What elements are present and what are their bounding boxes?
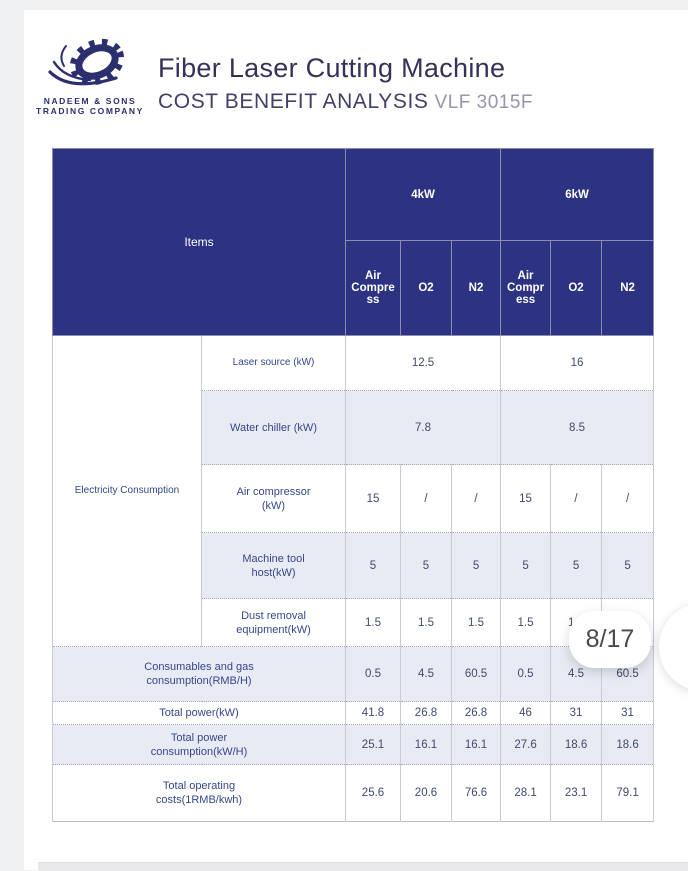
value-cell: 1.5	[500, 598, 552, 647]
document-header: Fiber Laser Cutting Machine COST BENEFIT…	[158, 52, 533, 116]
value-cell: 18.6	[550, 724, 603, 765]
value-cell: 15	[345, 464, 401, 533]
table-row: Machine tool host(kW) 5 5 5 5 5 5	[53, 532, 655, 599]
page-subtitle: COST BENEFIT ANALYSIS VLF 3015F	[158, 89, 533, 116]
value-cell: /	[550, 464, 603, 533]
value-cell: 12.5	[344, 335, 502, 391]
value-cell: 16.1	[450, 724, 502, 765]
table-row: Air compressor (kW) 15 / / 15 / /	[53, 464, 655, 533]
subcol-air-compress-4kw: Air Compress	[345, 240, 401, 336]
value-cell: 5	[345, 532, 401, 599]
value-cell: 20.6	[400, 764, 452, 822]
subcol-n2-4kw: N2	[450, 240, 502, 336]
row-label: Total power(kW)	[52, 701, 346, 725]
page-title: Fiber Laser Cutting Machine	[158, 53, 506, 83]
value-cell: 79.1	[601, 764, 655, 822]
company-logo: NADEEM & SONS TRADING COMPANY	[30, 34, 150, 116]
value-cell: 16.1	[400, 724, 452, 765]
value-cell: 5	[601, 532, 655, 599]
subtitle-text: COST BENEFIT ANALYSIS	[158, 90, 429, 113]
table-header-row-subcolumns: Air Compress O2 N2 Air Compress O2 N2	[53, 240, 655, 336]
table-row: Total power(kW) 41.8 26.8 26.8 46 31 31	[52, 701, 655, 725]
value-cell: 41.8	[345, 701, 401, 725]
company-name-line1: NADEEM & SONS	[43, 96, 137, 106]
subcol-n2-6kw: N2	[601, 240, 655, 336]
value-cell: /	[450, 464, 502, 533]
subcol-o2-6kw: O2	[550, 240, 603, 336]
value-cell: 26.8	[400, 701, 452, 725]
row-label: Air compressor (kW)	[201, 464, 346, 533]
value-cell: 16	[500, 335, 655, 391]
value-cell: 60.5	[450, 646, 502, 702]
value-cell: 0.5	[345, 646, 401, 702]
cost-benefit-table: Items 4kW 6kW Air Compress O2 N2 Air Com…	[52, 148, 655, 822]
row-label: Consumables and gas consumption(RMB/H)	[52, 646, 346, 702]
row-label: Machine tool host(kW)	[201, 532, 346, 599]
value-cell: 25.1	[345, 724, 401, 765]
row-label: Water chiller (kW)	[201, 390, 346, 465]
model-number: VLF 3015F	[434, 92, 534, 113]
table-row: Electricity Consumption Laser source (kW…	[52, 335, 655, 647]
table-row: Total power consumption(kW/H) 25.1 16.1 …	[52, 724, 655, 765]
group-header-4kw: 4kW	[344, 148, 502, 241]
value-cell: 76.6	[450, 764, 502, 822]
value-cell: 5	[400, 532, 452, 599]
value-cell: 1.5	[450, 598, 502, 647]
next-page-edge	[38, 862, 688, 871]
value-cell: 25.6	[345, 764, 401, 822]
gear-swoosh-icon	[30, 34, 150, 96]
table-row: Total operating costs(1RMB/kwh) 25.6 20.…	[52, 764, 655, 822]
value-cell: 5	[550, 532, 603, 599]
group-header-6kw: 6kW	[500, 148, 655, 241]
value-cell: 23.1	[550, 764, 603, 822]
row-label: Dust removal equipment(kW)	[201, 598, 346, 647]
row-label: Total operating costs(1RMB/kwh)	[52, 764, 346, 822]
value-cell: 5	[500, 532, 552, 599]
subcol-air-compress-6kw: Air Compress	[500, 240, 552, 336]
value-cell: /	[400, 464, 452, 533]
value-cell: /	[601, 464, 655, 533]
page-indicator-badge: 8/17	[569, 611, 651, 668]
value-cell: 4.5	[400, 646, 452, 702]
value-cell: 31	[550, 701, 603, 725]
value-cell: 8.5	[500, 390, 655, 465]
value-cell: 26.8	[450, 701, 502, 725]
value-cell: 18.6	[601, 724, 655, 765]
items-header-cell: Items	[52, 148, 346, 336]
value-cell: 1.5	[400, 598, 452, 647]
value-cell: 5	[450, 532, 502, 599]
value-cell: 28.1	[500, 764, 552, 822]
value-cell: 31	[601, 701, 655, 725]
company-name-line2: TRADING COMPANY	[36, 106, 144, 116]
value-cell: 27.6	[500, 724, 552, 765]
table-header-row-groups: Items 4kW 6kW	[52, 148, 655, 336]
value-cell: 46	[500, 701, 552, 725]
value-cell: 0.5	[500, 646, 552, 702]
subcol-o2-4kw: O2	[400, 240, 452, 336]
table-row: Water chiller (kW) 7.8 8.5	[53, 390, 655, 465]
row-label: Total power consumption(kW/H)	[52, 724, 346, 765]
table-row: Consumables and gas consumption(RMB/H) 0…	[52, 646, 655, 702]
value-cell: 1.5	[345, 598, 401, 647]
group-label-electricity: Electricity Consumption	[52, 335, 202, 647]
value-cell: 15	[500, 464, 552, 533]
row-label: Laser source (kW)	[201, 335, 346, 391]
value-cell: 7.8	[344, 390, 502, 465]
